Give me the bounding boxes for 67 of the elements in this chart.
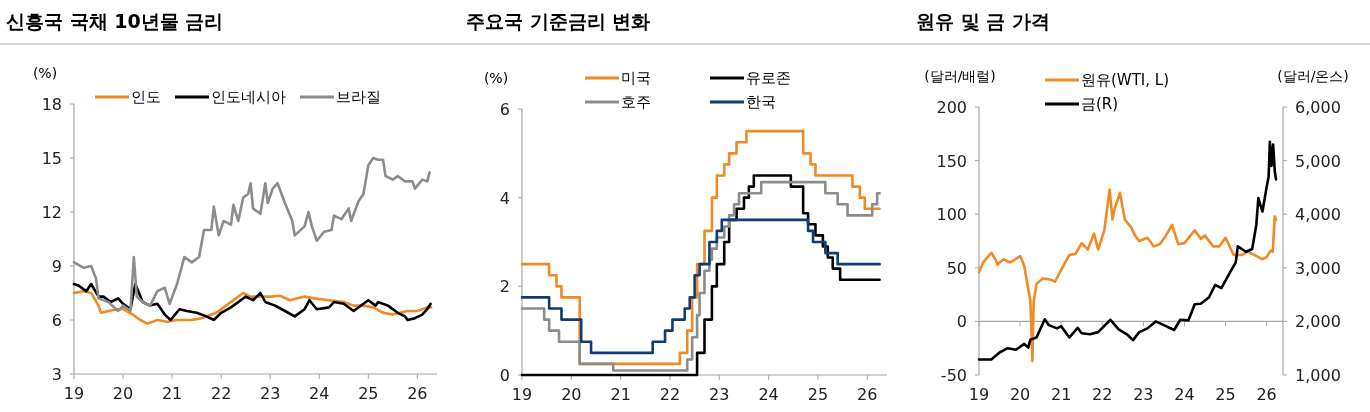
y-tick-label: 9	[51, 257, 62, 276]
x-tick-label: 21	[610, 385, 631, 404]
x-tick-label: 26	[407, 384, 428, 403]
x-tick-label: 20	[1009, 385, 1031, 404]
x-tick-label: 24	[1174, 385, 1195, 404]
y-tick-label: 4	[499, 188, 510, 208]
line-series	[977, 188, 1278, 363]
chart-title: 신흥국 국채 10년물 금리	[6, 10, 224, 32]
legend-label: 브라질	[336, 88, 381, 106]
y-tick-label: 3	[51, 365, 62, 384]
y-tick-label: 2	[499, 277, 510, 297]
x-tick-label: 19	[63, 384, 85, 403]
y2-tick-label: 4,000	[1295, 205, 1341, 225]
x-tick-label: 26	[857, 385, 878, 404]
y-tick-label: 200	[936, 98, 967, 117]
x-tick-label: 23	[1133, 385, 1154, 404]
y-tick-label: 6	[51, 311, 62, 330]
x-tick-label: 25	[807, 385, 829, 404]
legend-label: 금(R)	[1081, 95, 1119, 113]
legend-label: 미국	[621, 69, 651, 87]
x-tick-label: 23	[260, 384, 281, 403]
line-series	[72, 282, 432, 322]
y2-tick-label: 3,000	[1295, 258, 1341, 278]
x-tick-label: 23	[709, 385, 730, 404]
y-tick-label: 18	[41, 95, 62, 114]
legend-label: 유로존	[746, 69, 791, 87]
line-series	[72, 289, 433, 325]
x-tick-label: 20	[561, 385, 582, 404]
x-tick-label: 22	[210, 384, 232, 403]
y2-tick-label: 1,000	[1295, 366, 1341, 385]
line-series	[72, 156, 431, 313]
y2-axis-title: (달러/온스)	[1277, 68, 1349, 84]
x-tick-label: 19	[968, 385, 990, 404]
chart-title: 주요국 기준금리 변화	[466, 10, 651, 32]
y-tick-label: 15	[41, 149, 62, 168]
y-axis-title: (%)	[483, 70, 509, 86]
x-tick-label: 19	[511, 385, 533, 404]
x-tick-label: 21	[1050, 385, 1072, 404]
x-tick-label: 25	[1215, 385, 1236, 404]
y-axis-title: (달러/배럴)	[924, 68, 996, 84]
y-tick-label: 150	[936, 151, 967, 171]
x-tick-label: 21	[161, 384, 183, 403]
chart-title: 원유 및 금 가격	[916, 10, 1050, 32]
y-tick-label: 6	[499, 100, 510, 119]
x-tick-label: 24	[758, 385, 779, 404]
y-axis-title: (%)	[32, 65, 58, 81]
legend-label: 원유(WTI, L)	[1081, 71, 1170, 89]
x-tick-label: 25	[358, 384, 379, 403]
x-tick-label: 22	[1092, 385, 1113, 404]
y2-tick-label: 2,000	[1295, 312, 1341, 332]
legend-label: 인도	[131, 88, 161, 106]
y-tick-label: -50	[940, 366, 967, 385]
legend-label: 호주	[621, 93, 651, 111]
x-tick-label: 20	[112, 384, 134, 403]
y-tick-label: 50	[946, 258, 967, 278]
y-tick-label: 0	[956, 312, 967, 332]
x-tick-label: 26	[1256, 385, 1277, 404]
y-tick-label: 12	[41, 203, 62, 222]
legend-label: 인도네시아	[211, 88, 286, 106]
y-tick-label: 0	[499, 366, 510, 385]
y-tick-label: 100	[936, 205, 967, 225]
legend-label: 한국	[746, 93, 776, 111]
y2-tick-label: 5,000	[1295, 151, 1341, 171]
x-tick-label: 24	[309, 384, 330, 403]
line-series	[977, 140, 1278, 361]
x-tick-label: 22	[659, 385, 681, 404]
y2-tick-label: 6,000	[1295, 98, 1341, 117]
